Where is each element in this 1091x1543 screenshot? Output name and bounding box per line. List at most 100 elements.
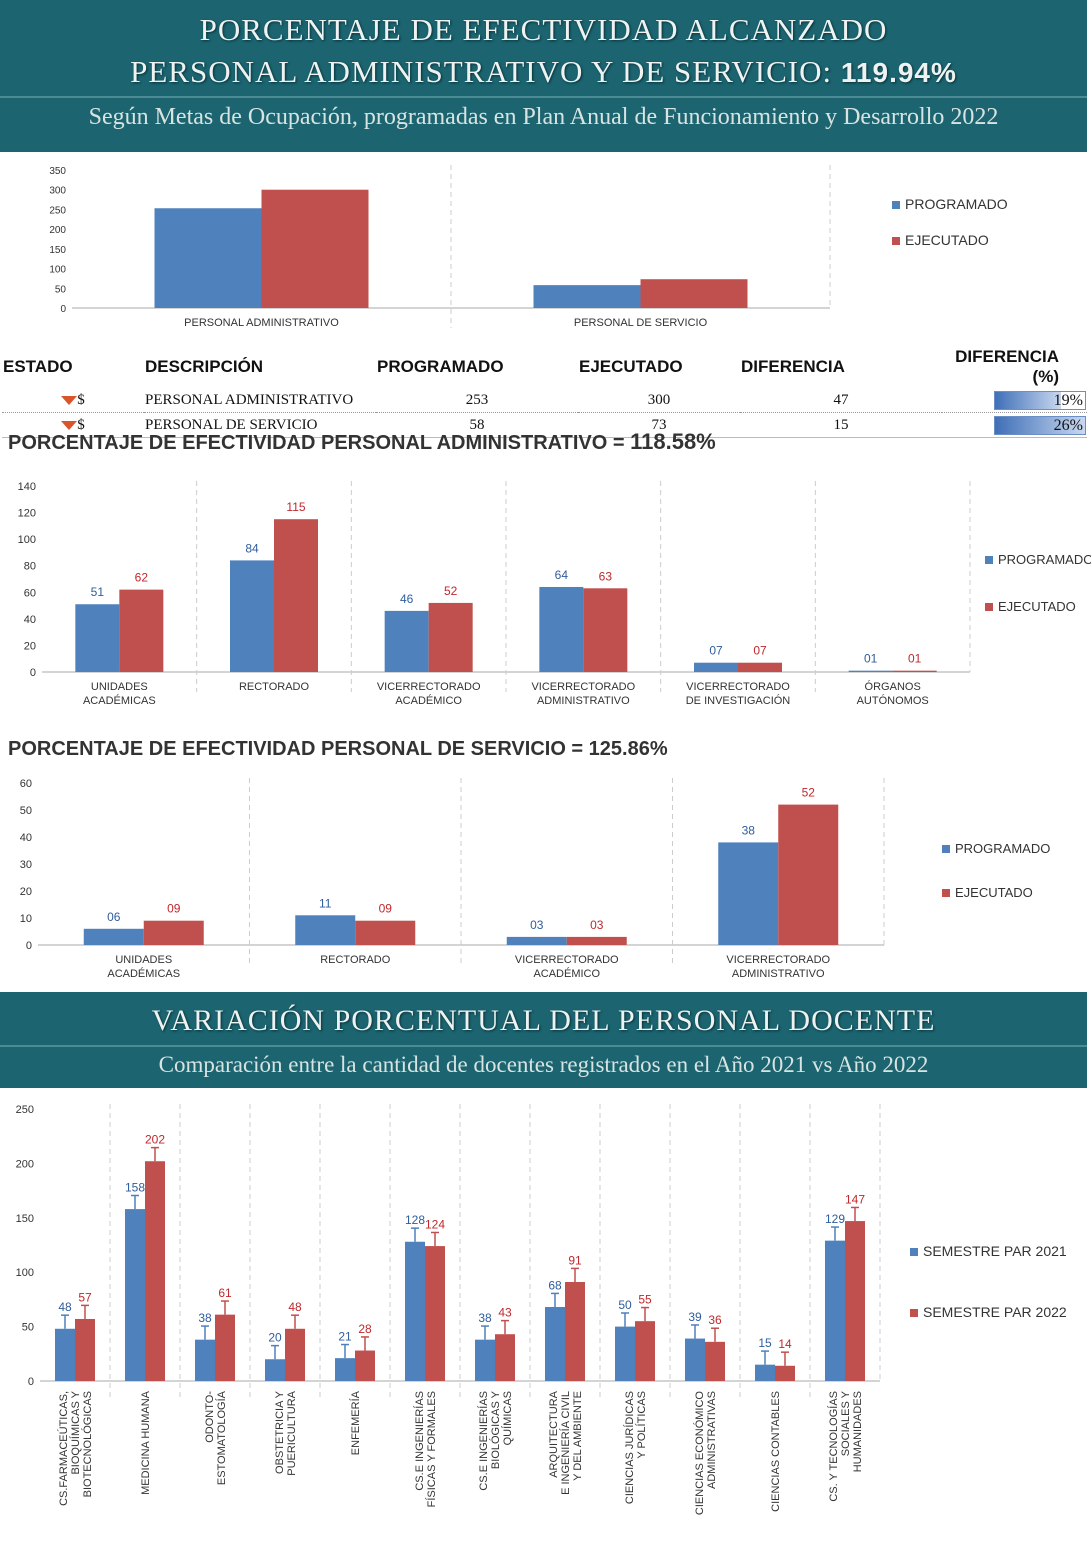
data-label: 28 bbox=[358, 1322, 372, 1336]
y-tick-label: 40 bbox=[20, 832, 32, 844]
bar-programado bbox=[718, 842, 779, 945]
legend-label: SEMESTRE PAR 2021 bbox=[923, 1243, 1067, 1259]
data-label: 20 bbox=[268, 1331, 282, 1345]
data-label: 52 bbox=[802, 786, 816, 800]
y-tick-label: 300 bbox=[49, 186, 66, 197]
data-label: 128 bbox=[405, 1213, 425, 1227]
y-tick-label: 120 bbox=[18, 508, 36, 520]
data-label: 55 bbox=[638, 1293, 652, 1307]
bar-programado bbox=[83, 928, 144, 945]
x-tick-label: UNIDADES bbox=[115, 954, 172, 966]
data-label: 84 bbox=[245, 541, 259, 555]
data-label: 06 bbox=[107, 910, 121, 924]
ejecutado-cell: 300 bbox=[578, 388, 740, 413]
legend-label: EJECUTADO bbox=[998, 599, 1076, 614]
y-tick-label: 250 bbox=[16, 1104, 34, 1116]
y-tick-label: 30 bbox=[20, 859, 32, 871]
bar-semestre-par-2022 bbox=[75, 1318, 95, 1381]
table-row: $ PERSONAL DE SERVICIO 58 73 15 26% bbox=[2, 412, 1087, 438]
legend-swatch bbox=[942, 845, 950, 853]
col-diferencia: DIFERENCIA bbox=[741, 357, 845, 376]
legend-label: PROGRAMADO bbox=[905, 196, 1008, 212]
heading-text: PORCENTAJE DE EFECTIVIDAD PERSONAL DE SE… bbox=[8, 738, 589, 760]
bar-semestre-par-2022 bbox=[355, 1350, 375, 1381]
y-tick-label: 20 bbox=[24, 640, 36, 652]
legend-swatch bbox=[910, 1248, 918, 1256]
data-label: 36 bbox=[708, 1313, 722, 1327]
x-tick-label: QUÍMICAS bbox=[501, 1391, 514, 1445]
bar-programado bbox=[539, 586, 584, 672]
x-tick-label: BIOQUÍMICAS Y bbox=[69, 1390, 82, 1474]
header-subtitle: Según Metas de Ocupación, programadas en… bbox=[88, 104, 999, 130]
x-tick-label: VICERRECTORADO bbox=[515, 954, 619, 966]
data-label: 48 bbox=[288, 1300, 302, 1314]
header-banner-docentes: VARIACIÓN PORCENTUAL DEL PERSONAL DOCENT… bbox=[0, 992, 1087, 1088]
chart-personal-docente: 0 50 100 150 200 250 48 57 CS.FARMACEÚTICAS, BIOQ… bbox=[16, 1104, 1067, 1515]
legend-label: EJECUTADO bbox=[905, 232, 989, 248]
bar-ejecutado bbox=[566, 936, 627, 945]
data-label: 09 bbox=[167, 902, 181, 916]
data-label: 14 bbox=[778, 1337, 792, 1351]
status-symbol: $ bbox=[77, 391, 85, 408]
bar-semestre-par-2021 bbox=[685, 1338, 705, 1381]
x-tick-label: FÍSICAS Y FORMALES bbox=[425, 1391, 438, 1507]
data-label: 91 bbox=[568, 1253, 582, 1267]
bar-semestre-par-2022 bbox=[425, 1246, 445, 1381]
data-bar-fill bbox=[995, 391, 1061, 409]
table-row: $ PERSONAL ADMINISTRATIVO 253 300 47 19% bbox=[2, 388, 1087, 413]
heading-service-effectiveness: PORCENTAJE DE EFECTIVIDAD PERSONAL DE SE… bbox=[8, 738, 668, 761]
x-tick-label: CS. Y TECNOLOGÍAS bbox=[827, 1391, 840, 1502]
y-tick-label: 150 bbox=[49, 245, 66, 256]
y-tick-label: 350 bbox=[49, 166, 66, 177]
bar-semestre-par-2021 bbox=[825, 1240, 845, 1381]
bar-semestre-par-2022 bbox=[705, 1341, 725, 1381]
data-label: 07 bbox=[709, 644, 723, 658]
col-descripcion: DESCRIPCIÓN bbox=[145, 357, 264, 376]
x-tick-label: VICERRECTORADO bbox=[377, 681, 481, 693]
heading-text: PORCENTAJE DE EFECTIVIDAD PERSONAL ADMIN… bbox=[8, 432, 631, 454]
data-bar-fill bbox=[995, 416, 1085, 434]
y-tick-label: 250 bbox=[49, 205, 66, 216]
bar-semestre-par-2021 bbox=[755, 1364, 775, 1381]
header-divider bbox=[0, 96, 1087, 98]
bar-programado bbox=[295, 915, 356, 945]
programado-cell: 58 bbox=[376, 412, 578, 438]
x-tick-label: PERSONAL DE SERVICIO bbox=[574, 317, 708, 329]
bar-semestre-par-2021 bbox=[475, 1339, 495, 1381]
y-tick-label: 60 bbox=[20, 778, 32, 790]
y-tick-label: 0 bbox=[30, 667, 36, 679]
legend-label: EJECUTADO bbox=[955, 885, 1033, 900]
data-label: 68 bbox=[548, 1278, 562, 1292]
data-label: 57 bbox=[78, 1290, 92, 1304]
x-tick-label: MEDICINA HUMANA bbox=[140, 1390, 152, 1495]
x-tick-label: ADMINISTRATIVAS bbox=[706, 1391, 718, 1489]
data-label: 46 bbox=[400, 592, 414, 606]
x-tick-label: E INGENIERÍA CIVIL bbox=[559, 1391, 572, 1495]
data-label: 39 bbox=[688, 1310, 702, 1324]
bar-programado bbox=[230, 560, 274, 672]
down-triangle-icon bbox=[61, 420, 78, 430]
y-tick-label: 0 bbox=[28, 1376, 34, 1388]
status-symbol: $ bbox=[77, 416, 85, 433]
x-tick-label: AUTÓNOMOS bbox=[857, 694, 929, 707]
col-estado: ESTADO bbox=[3, 357, 73, 376]
bar-ejecutado bbox=[583, 588, 628, 672]
data-label: 01 bbox=[908, 652, 922, 666]
data-label: 124 bbox=[425, 1217, 445, 1231]
y-tick-label: 10 bbox=[20, 913, 32, 925]
bar-semestre-par-2022 bbox=[635, 1321, 655, 1381]
bar-ejecutado bbox=[119, 589, 164, 672]
bar-semestre-par-2021 bbox=[335, 1358, 355, 1381]
legend-swatch bbox=[910, 1309, 918, 1317]
legend-swatch bbox=[985, 603, 993, 611]
x-tick-label: HUMANIDADES bbox=[852, 1391, 864, 1472]
header-title-line1: PORCENTAJE DE EFECTIVIDAD ALCANZADO bbox=[199, 12, 888, 47]
data-label: 07 bbox=[753, 644, 767, 658]
data-label: 21 bbox=[338, 1330, 352, 1344]
data-label: 147 bbox=[845, 1192, 865, 1206]
down-triangle-icon bbox=[61, 395, 78, 405]
diferencia-pct-cell: 19% bbox=[942, 388, 1087, 413]
x-tick-label: DE INVESTIGACIÓN bbox=[686, 694, 791, 707]
col-diferencia-pct: DIFERENCIA (%) bbox=[955, 347, 1059, 386]
